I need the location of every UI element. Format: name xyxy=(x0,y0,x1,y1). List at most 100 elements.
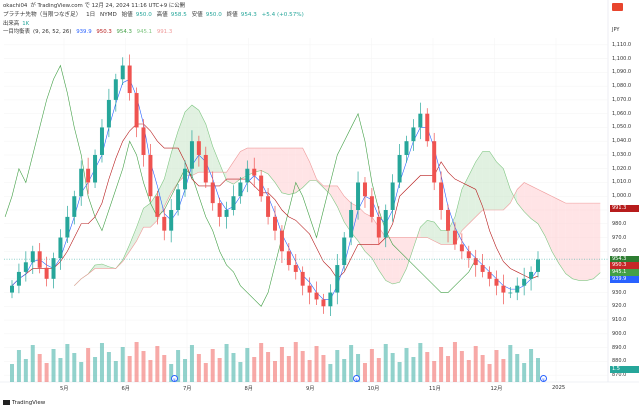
tenkan-line xyxy=(11,78,539,300)
kumo-cloud-segment xyxy=(101,264,109,269)
volume-bar xyxy=(349,345,354,382)
price-tick-label: 1,110.0 xyxy=(612,41,632,48)
senkou-span-b-line xyxy=(74,147,601,286)
low-value: 950.0 xyxy=(205,12,222,18)
price-tick-label: 1,010.0 xyxy=(612,179,632,186)
candle-body xyxy=(266,196,271,217)
volume-bar xyxy=(529,349,534,382)
time-tick-label: 2025 xyxy=(552,385,566,391)
volume-bar xyxy=(155,346,160,382)
volume-bar xyxy=(480,355,485,382)
volume-bar xyxy=(196,354,201,382)
volume-bar xyxy=(252,357,257,382)
price-badge: 950.3 xyxy=(610,261,639,269)
kumo-cloud-segment xyxy=(268,148,275,183)
volume-bar xyxy=(203,363,208,382)
kumo-cloud-segment xyxy=(399,237,407,283)
volume-bar xyxy=(169,364,174,382)
volume-bar xyxy=(376,358,381,382)
currency-label: JPY xyxy=(612,27,620,33)
publish-info: okachi04 が TradingView.com で 12月 24, 2024… xyxy=(3,3,188,10)
candle-body xyxy=(99,127,104,155)
volume-bar xyxy=(342,359,347,382)
kumo-cloud-segment xyxy=(475,151,483,217)
symbol-name[interactable]: プラチナ先物（当限つなぎ足） xyxy=(3,12,82,18)
candle-body xyxy=(466,251,471,259)
candle-body xyxy=(494,278,499,286)
footer-logo[interactable]: TradingView xyxy=(3,400,45,406)
kumo-cloud-segment xyxy=(385,237,393,284)
volume-bar xyxy=(259,343,264,382)
volume-label[interactable]: 出来高 xyxy=(3,21,20,27)
kumo-cloud-segment xyxy=(551,196,559,264)
time-tick-label: 6月 xyxy=(121,386,131,392)
volume-bar xyxy=(404,348,409,382)
volume-line: 出来高 1K xyxy=(3,21,32,28)
candle-body xyxy=(501,285,506,293)
price-tick-label: 880.0 xyxy=(612,358,627,365)
candle-body xyxy=(189,141,194,169)
event-icon[interactable]: ↯ xyxy=(171,375,178,382)
volume-bar xyxy=(16,350,21,382)
volume-bar xyxy=(362,363,367,382)
candle-body xyxy=(459,244,464,252)
candle-body xyxy=(238,182,243,197)
price-tick-label: 1,040.0 xyxy=(612,138,632,145)
candle-body xyxy=(65,216,70,238)
volume-bar xyxy=(356,354,361,382)
tradingview-logo-icon[interactable] xyxy=(612,3,623,11)
candle-body xyxy=(113,79,118,100)
candle-body xyxy=(72,196,77,217)
candle-body xyxy=(397,154,402,183)
volume-bar xyxy=(452,342,457,382)
candle-body xyxy=(210,182,215,204)
volume-bar xyxy=(86,348,91,382)
event-icon[interactable]: ↯ xyxy=(353,375,360,382)
candle-body xyxy=(376,216,381,238)
candle-body xyxy=(203,154,208,183)
volume-bar xyxy=(321,355,326,382)
candle-body xyxy=(51,258,56,279)
volume-bar xyxy=(273,361,277,382)
kumo-cloud-segment xyxy=(378,227,386,281)
candle-body xyxy=(10,285,14,293)
candle-body xyxy=(141,127,146,155)
candle-body xyxy=(480,265,485,272)
open-label: 始値 xyxy=(121,12,133,18)
kumo-cloud-segment xyxy=(579,203,587,281)
event-icon[interactable]: ↯ xyxy=(540,375,547,382)
volume-bar xyxy=(79,362,84,382)
volume-bar xyxy=(30,345,35,382)
candle-body xyxy=(529,271,534,279)
volume-bar xyxy=(390,353,395,382)
volume-bar xyxy=(487,364,492,382)
publisher-name[interactable]: okachi04 xyxy=(3,3,28,9)
kumo-cloud-segment xyxy=(468,161,476,224)
volume-bar xyxy=(134,342,139,382)
volume-bar xyxy=(72,353,77,382)
volume-bar xyxy=(65,344,70,382)
candle-body xyxy=(321,299,326,307)
volume-bar xyxy=(210,349,215,382)
volume-bar xyxy=(411,357,416,382)
volume-bar xyxy=(328,364,333,382)
volume-bar xyxy=(293,342,298,382)
timeframe[interactable]: 1日 xyxy=(86,12,96,18)
price-badge: 991.3 xyxy=(610,204,639,212)
volume-bar xyxy=(106,352,111,382)
candle-body xyxy=(245,168,250,183)
indicator-name[interactable]: 一目均衡表 xyxy=(3,29,30,35)
candle-body xyxy=(536,259,540,272)
close-label: 終値 xyxy=(226,12,238,18)
candle-body xyxy=(231,196,236,210)
price-tick-label: 1,000.0 xyxy=(612,193,632,200)
candle-body xyxy=(411,127,416,142)
kumo-cloud-segment xyxy=(275,148,282,193)
kumo-cloud-segment xyxy=(524,182,532,219)
candle-body xyxy=(314,292,319,300)
kumo-cloud-segment xyxy=(261,148,269,174)
kijun-line xyxy=(11,123,539,286)
time-tick-label: 12月 xyxy=(490,386,503,392)
volume-bar xyxy=(231,353,236,382)
